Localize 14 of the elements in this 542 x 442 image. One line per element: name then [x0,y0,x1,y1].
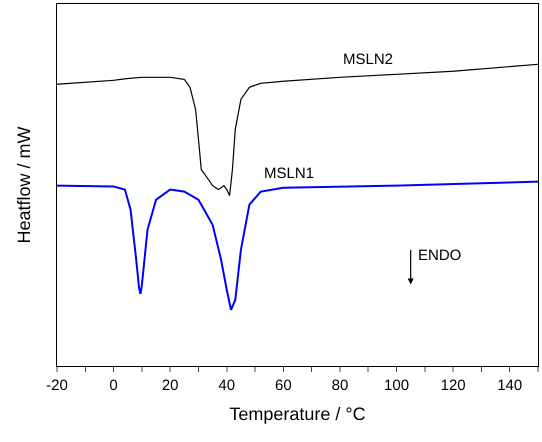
x-tick-label: 80 [332,377,348,394]
x-tick-label: 100 [384,377,410,394]
x-tick-label: 20 [162,377,179,394]
x-tick-label: -20 [46,377,68,394]
series-label: MSLN2 [343,51,394,68]
series-label: MSLN1 [264,165,314,182]
annotation: ENDO [418,247,462,264]
x-tick-label: 40 [218,377,236,394]
x-tick-label: 120 [440,377,466,394]
x-tick-label: 0 [109,377,118,394]
x-axis-title: Temperature / °C [229,404,366,424]
x-tick-label: 60 [275,377,292,394]
y-axis-title: Heatflow / mW [14,126,34,244]
x-tick-label: 140 [497,377,522,394]
